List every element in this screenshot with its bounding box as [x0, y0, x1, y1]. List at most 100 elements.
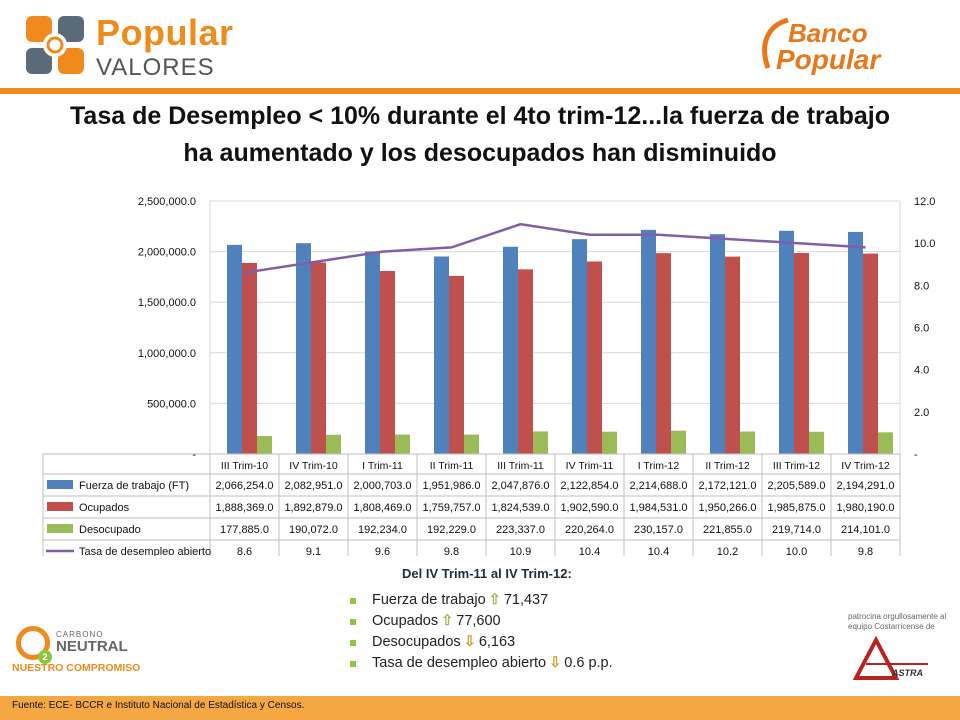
- y-right-tick-label: 2.0: [914, 407, 929, 419]
- data-table-value: 1,902,590.0: [560, 502, 618, 514]
- bar-ocupados: [863, 253, 878, 454]
- summary-item: Ocupados ⇧ 77,600: [348, 611, 613, 632]
- data-table-value: 1,759,757.0: [422, 502, 480, 514]
- compromiso-label: NUESTRO COMPROMISO: [12, 662, 141, 674]
- data-table-value: 1,808,469.0: [353, 502, 411, 514]
- data-table-value: 2,000,703.0: [353, 480, 411, 492]
- bar-desocupado: [809, 431, 824, 454]
- banco-popular-swoosh-icon: [762, 17, 789, 69]
- banco-popular-logo: Banco Popular: [758, 14, 928, 78]
- line-tasa-desempleo: [244, 222, 866, 274]
- bar-fuerza-trabajo: [848, 231, 863, 454]
- popular-logo-word: Popular: [96, 12, 234, 53]
- summary-item-label: Desocupados: [372, 634, 461, 650]
- source-note: Fuente: ECE- BCCR e Instituto Nacional d…: [12, 700, 305, 711]
- summary-item: Tasa de desempleo abierto ⇩ 0.6 p.p.: [348, 653, 613, 674]
- y-right-tick-label: 10.0: [914, 238, 935, 250]
- carbono-neutral-logo: 2 CARBONO NEUTRAL NUESTRO COMPROMISO: [10, 624, 170, 680]
- data-table-value: 1,985,875.0: [767, 502, 825, 514]
- summary-item-label: Fuerza de trabajo: [372, 592, 486, 608]
- bar-desocupado: [326, 434, 341, 454]
- astra-sponsor-logo: patrocina orgullosamente al equipo Costa…: [840, 612, 950, 688]
- astra-sponsor-text: patrocina orgullosamente al equipo Costa…: [848, 612, 947, 631]
- banco-logo-word: Banco: [788, 18, 868, 48]
- bar-fuerza-trabajo: [641, 229, 656, 454]
- data-table-value: 1,984,531.0: [629, 502, 687, 514]
- bar-desocupado: [878, 432, 893, 454]
- bar-fuerza-trabajo: [572, 239, 587, 454]
- y-right-tick-label: 4.0: [914, 365, 929, 377]
- co2-ring-icon: [16, 626, 50, 660]
- data-table-value: 230,157.0: [634, 524, 683, 536]
- bar-ocupados: [380, 270, 395, 454]
- data-table-value: 192,229.0: [427, 524, 476, 536]
- data-table-value: 223,337.0: [496, 524, 545, 536]
- data-table-value: 2,122,854.0: [560, 480, 618, 492]
- bar-fuerza-trabajo: [779, 230, 794, 454]
- y-right-tick-label: 8.0: [914, 280, 929, 292]
- data-table-value: 9.6: [375, 546, 390, 556]
- summary-item-value: 6,163: [478, 634, 516, 650]
- category-label: III Trim-11: [497, 460, 544, 472]
- y-left-tick-label: -: [192, 449, 196, 461]
- bar-fuerza-trabajo: [227, 244, 242, 454]
- data-table-value: 2,214,688.0: [629, 480, 687, 492]
- footer-bar: Fuente: ECE- BCCR e Instituto Nacional d…: [0, 696, 960, 720]
- bar-desocupado: [602, 431, 617, 454]
- combo-chart: - 500,000.0 1,000,000.0 1,500,000.0 2,000,00…: [42, 196, 935, 556]
- y-left-tick-label: 2,000,000.0: [138, 247, 196, 259]
- legend-fuerza-trabajo: Fuerza de trabajo (FT): [79, 480, 189, 492]
- arrow-down-icon: ⇩: [463, 634, 476, 650]
- bar-desocupado: [740, 431, 755, 454]
- data-table-value: 2,194,291.0: [836, 480, 894, 492]
- summary-item: Desocupados ⇩ 6,163: [348, 632, 613, 653]
- data-table-value: 1,888,369.0: [215, 502, 273, 514]
- y-left-tick-label: 2,500,000.0: [138, 196, 196, 208]
- bar-fuerza-trabajo: [710, 234, 725, 454]
- data-table-value: 10.4: [648, 546, 669, 556]
- bullet-icon: [350, 598, 356, 604]
- summary-item-value: 0.6 p.p.: [564, 655, 613, 671]
- data-table-value: 1,892,879.0: [284, 502, 342, 514]
- category-label: I Trim-11: [362, 460, 403, 472]
- legend-ocupados-swatch: [47, 502, 73, 511]
- bar-ocupados: [794, 253, 809, 454]
- data-table-value: 1,824,539.0: [491, 502, 549, 514]
- bar-fuerza-trabajo: [296, 243, 311, 454]
- y-right-tick-label: 12.0: [914, 196, 935, 208]
- title-line-2: ha aumentado y los desocupados han dismi…: [183, 139, 777, 167]
- data-table-value: 214,101.0: [841, 524, 890, 536]
- data-table-value: 177,885.0: [220, 524, 269, 536]
- data-table-value: 2,066,254.0: [215, 480, 273, 492]
- category-label: III Trim-10: [221, 460, 268, 472]
- bar-ocupados: [449, 275, 464, 454]
- title-line-1: Tasa de Desempleo < 10% durante el 4to t…: [70, 102, 890, 130]
- data-table-value: 10.9: [510, 546, 531, 556]
- y-right-tick-label: 6.0: [914, 323, 929, 335]
- bar-ocupados: [311, 262, 326, 454]
- y-left-tick-label: 500,000.0: [147, 398, 196, 410]
- bullet-icon: [350, 640, 356, 646]
- arrow-up-icon: ⇧: [488, 592, 501, 608]
- summary-item-label: Tasa de desempleo abierto: [372, 655, 547, 671]
- summary-item: Fuerza de trabajo ⇧ 71,437: [348, 590, 613, 611]
- bar-fuerza-trabajo: [365, 251, 380, 454]
- data-table-value: 10.4: [579, 546, 600, 556]
- y-right-tick-label: -: [914, 449, 918, 461]
- co2-badge: 2: [38, 650, 52, 664]
- data-table-value: 10.2: [717, 546, 738, 556]
- summary-item-value: 77,600: [456, 613, 501, 629]
- summary-list: Fuerza de trabajo ⇧ 71,437 Ocupados ⇧ 77,600 D…: [348, 590, 613, 674]
- bar-desocupado: [671, 430, 686, 454]
- data-table-value: 221,855.0: [703, 524, 752, 536]
- data-table-value: 1,980,190.0: [836, 502, 894, 514]
- data-table-value: 192,234.0: [358, 524, 407, 536]
- neutral-label: NEUTRAL: [56, 638, 128, 655]
- data-table-value: 1,951,986.0: [422, 480, 480, 492]
- popular-logo-word-right: Popular: [776, 44, 881, 75]
- bar-desocupado: [257, 435, 272, 454]
- bar-ocupados: [725, 256, 740, 454]
- data-table-value: 10.0: [786, 546, 807, 556]
- bar-desocupado: [464, 434, 479, 454]
- category-label: II Trim-12: [705, 460, 749, 472]
